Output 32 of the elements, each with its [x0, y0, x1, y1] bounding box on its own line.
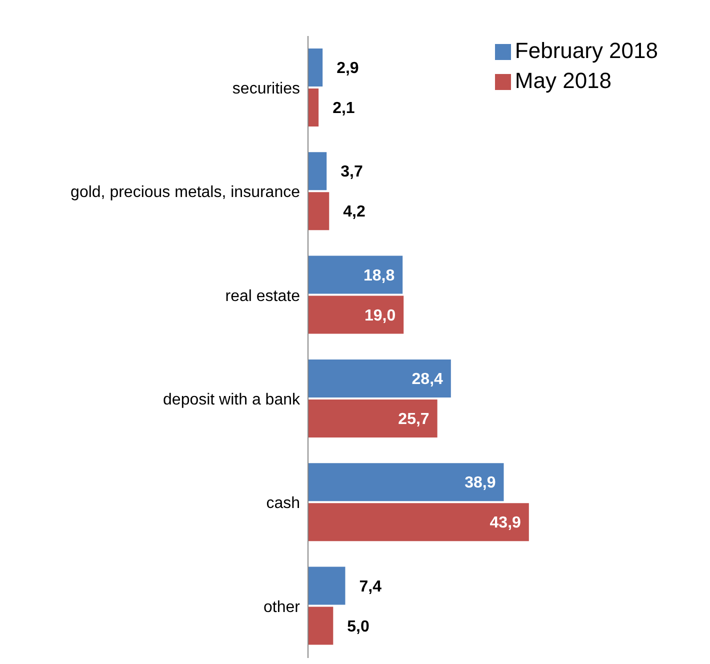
y-tick-label: real estate	[225, 288, 300, 305]
data-label: 7,4	[359, 578, 382, 596]
y-tick-label: deposit with a bank	[163, 392, 301, 409]
bar	[308, 359, 451, 398]
data-label: 25,7	[398, 411, 430, 428]
data-label: 4,2	[343, 204, 366, 221]
data-label: 5,0	[347, 618, 370, 636]
data-label: 43,9	[490, 514, 522, 532]
y-tick-label: securities	[232, 80, 300, 98]
bar	[308, 399, 438, 438]
data-label: 38,9	[464, 474, 496, 492]
data-label: 19,0	[364, 307, 396, 324]
y-tick-label: cash	[266, 495, 300, 512]
data-label: 18,8	[363, 267, 395, 284]
data-label: 2,1	[332, 100, 355, 118]
y-tick-label: gold, precious metals, insurance	[70, 184, 300, 202]
bar	[308, 463, 504, 502]
legend-label: February 2018	[514, 38, 658, 63]
bar	[308, 48, 323, 86]
bar	[308, 88, 319, 126]
bar	[308, 503, 529, 542]
data-label: 3,7	[340, 164, 363, 181]
bar	[308, 152, 327, 190]
bar	[308, 606, 334, 645]
data-label: 2,9	[336, 60, 359, 78]
data-label: 28,4	[412, 371, 444, 388]
bar	[308, 256, 403, 294]
y-tick-label: other	[264, 598, 301, 616]
bar	[308, 566, 346, 605]
bar	[308, 296, 404, 334]
bar	[308, 192, 330, 230]
legend-label: May 2018	[514, 68, 612, 93]
